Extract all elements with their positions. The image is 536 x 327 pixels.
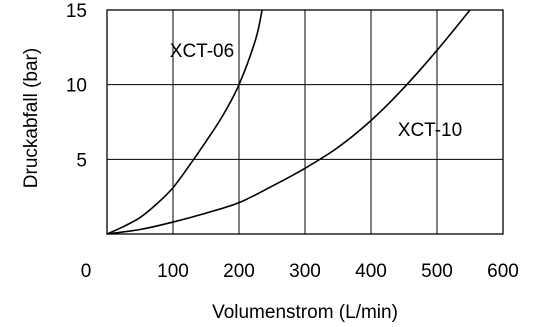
series-line-xct-10 [107, 9, 471, 235]
grid [107, 10, 503, 234]
x-tick-label: 500 [421, 261, 453, 282]
y-tick-label: 15 [66, 1, 87, 22]
series-label-xct-06: XCT-06 [170, 41, 234, 62]
series-curves [107, 9, 471, 235]
x-tick-label: 100 [157, 261, 189, 282]
series-label-xct-10: XCT-10 [398, 120, 462, 141]
y-tick-label: 5 [76, 150, 87, 171]
x-tick-labels: 0 100 200 300 400 500 600 [81, 261, 519, 282]
y-tick-label: 10 [66, 76, 87, 97]
x-tick-label: 600 [487, 261, 519, 282]
series-line-xct-06 [107, 9, 263, 235]
x-tick-label: 200 [223, 261, 255, 282]
y-axis-label: Druckabfall (bar) [21, 48, 42, 188]
y-tick-labels: 5 10 15 [66, 1, 87, 171]
series-labels: XCT-06 XCT-10 [170, 41, 462, 141]
x-axis-label: Volumenstrom (L/min) [212, 302, 398, 323]
x-tick-label: 300 [289, 261, 321, 282]
x-tick-label: 0 [81, 261, 92, 282]
x-tick-label: 400 [355, 261, 387, 282]
plot-frame [106, 9, 504, 235]
